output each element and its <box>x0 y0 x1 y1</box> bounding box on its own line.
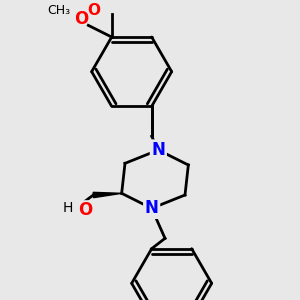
Polygon shape <box>93 192 122 198</box>
Text: CH₃: CH₃ <box>47 4 70 17</box>
Text: O: O <box>78 201 92 219</box>
Text: O: O <box>74 10 89 28</box>
Text: N: N <box>152 141 165 159</box>
Text: H: H <box>63 201 73 215</box>
Text: N: N <box>145 199 159 217</box>
Text: O: O <box>87 3 100 18</box>
